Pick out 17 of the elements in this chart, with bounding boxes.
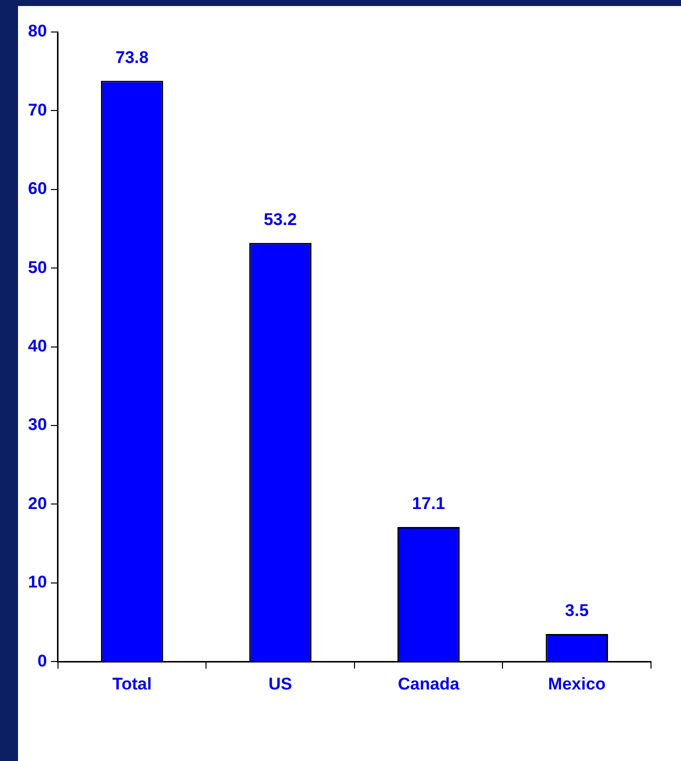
- x-tick-label: US: [268, 674, 292, 694]
- x-tick-label: Total: [112, 674, 152, 694]
- y-tick-label: 70: [28, 100, 47, 120]
- y-tick-label: 60: [28, 179, 47, 198]
- y-tick-label: 50: [28, 258, 47, 277]
- x-tick-label: Canada: [398, 674, 460, 694]
- y-tick-label: 10: [28, 572, 47, 592]
- data-label: 3.5: [565, 601, 589, 620]
- x-tick-label: Mexico: [548, 674, 606, 694]
- y-tick-label: 0: [37, 651, 47, 670]
- data-label: 53.2: [264, 210, 297, 230]
- data-label: 17.1: [412, 494, 446, 514]
- y-tick-label: 80: [28, 22, 47, 41]
- y-tick-label: 30: [28, 415, 47, 434]
- data-label: 73.8: [116, 48, 149, 67]
- y-tick-label: 20: [28, 494, 47, 513]
- y-tick-label: 40: [28, 336, 47, 356]
